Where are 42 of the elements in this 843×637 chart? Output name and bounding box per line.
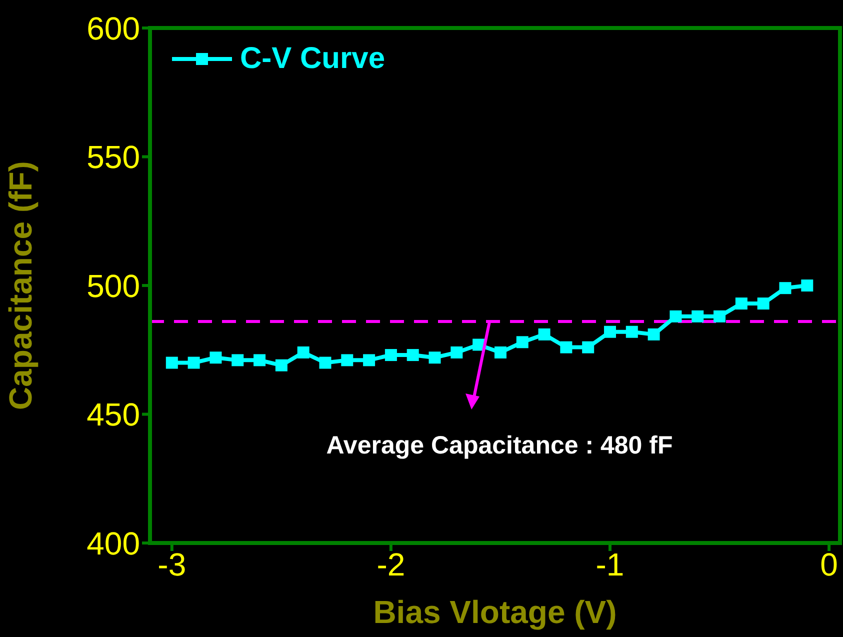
legend-label: C-V Curve <box>240 42 386 76</box>
x-tick-label: 0 <box>820 546 838 583</box>
point <box>297 346 310 358</box>
x-tick-label: -3 <box>158 546 186 583</box>
y-tick-label: 400 <box>86 525 140 562</box>
x-tick-label: -1 <box>596 546 624 583</box>
x-tick-label: -2 <box>376 546 406 583</box>
point <box>341 354 354 366</box>
point <box>714 310 726 322</box>
point <box>626 326 638 338</box>
point <box>188 356 200 369</box>
point <box>538 328 550 340</box>
y-tick-label: 600 <box>86 10 140 46</box>
point <box>428 352 441 364</box>
point <box>406 349 419 362</box>
point <box>494 346 506 358</box>
point <box>210 352 222 364</box>
point <box>801 280 814 292</box>
point <box>450 346 463 358</box>
annotation: Average Capacitance : 480 fF <box>326 432 673 460</box>
point <box>254 354 266 366</box>
point <box>516 336 528 348</box>
point <box>670 310 682 322</box>
y-axis-title: Capacitance (fF) <box>2 161 38 410</box>
y-tick-label: 450 <box>86 396 140 433</box>
point <box>735 298 748 310</box>
point <box>779 282 792 294</box>
x-axis-title: Bias Vlotage (V) <box>373 594 617 630</box>
point <box>648 328 660 340</box>
point <box>582 341 594 354</box>
point <box>363 354 376 366</box>
point <box>757 298 770 310</box>
point <box>560 341 572 354</box>
point <box>604 326 616 338</box>
point <box>692 310 704 322</box>
y-tick-label: 550 <box>86 139 140 176</box>
point <box>275 359 288 372</box>
point <box>232 354 244 366</box>
point <box>319 356 332 369</box>
point <box>166 356 178 369</box>
point <box>384 349 397 362</box>
y-tick-label: 500 <box>86 268 140 304</box>
